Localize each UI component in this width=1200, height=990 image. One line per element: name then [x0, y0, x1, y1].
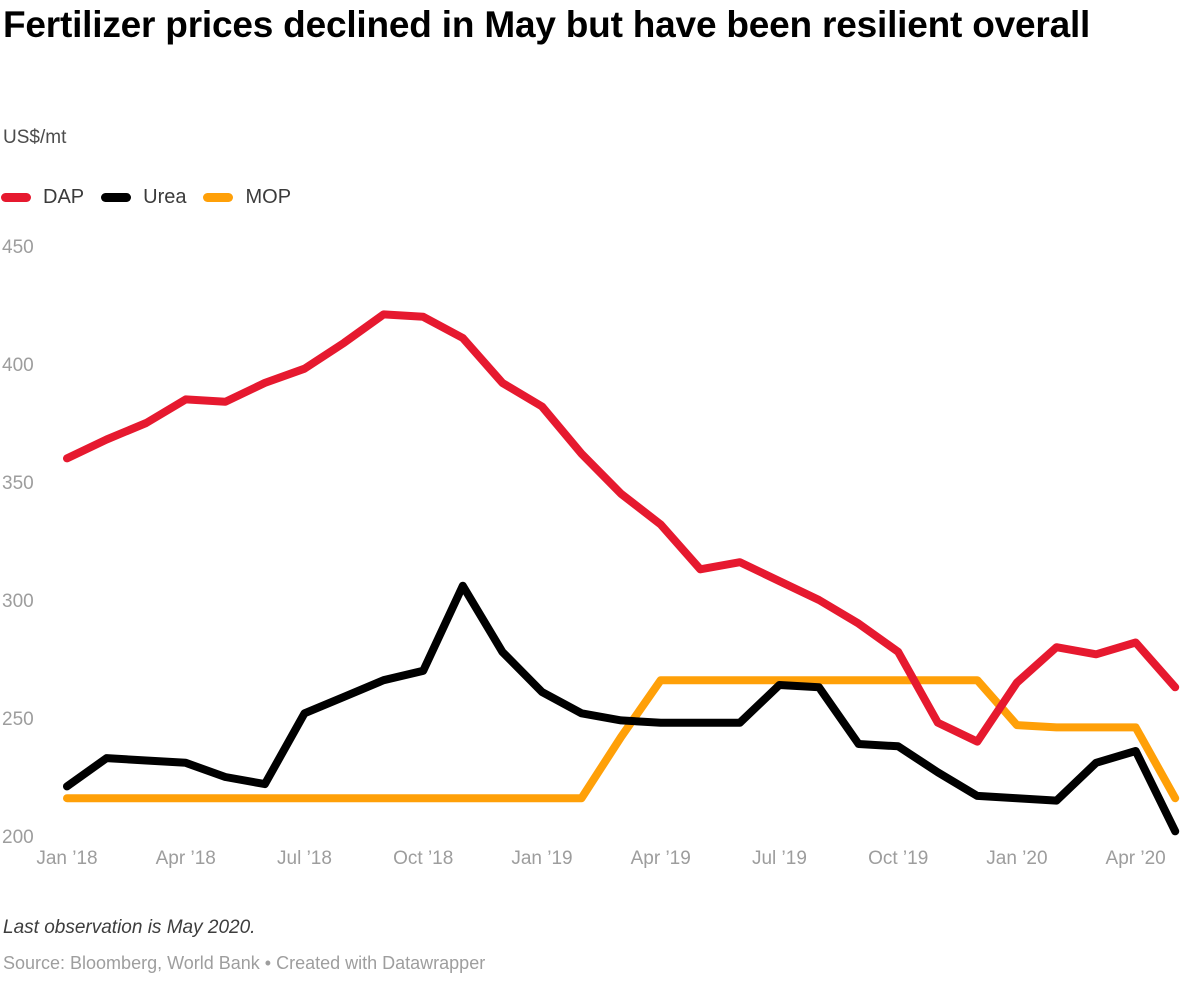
legend-label-dap: DAP	[43, 186, 85, 208]
series-line-dap	[63, 310, 1180, 746]
x-axis-tick-label: Apr ’19	[631, 848, 691, 869]
footnote: Last observation is May 2020.	[3, 917, 256, 938]
legend-label-urea: Urea	[143, 186, 187, 208]
mop-line-swatch	[203, 193, 234, 202]
source-line: Source: Bloomberg, World Bank • Created …	[3, 953, 486, 973]
x-axis-tick-label: Apr ’20	[1106, 848, 1166, 869]
legend-label-mop: MOP	[245, 186, 292, 208]
y-axis-tick-label: 250	[2, 709, 34, 730]
y-axis-tick-label: 350	[2, 473, 34, 494]
legend-item-urea: Urea	[101, 186, 186, 209]
y-axis-tick-label: 200	[2, 827, 34, 848]
dap-line-swatch	[1, 193, 31, 202]
x-axis-tick-label: Jul ’18	[277, 848, 332, 869]
urea-line-swatch	[101, 193, 132, 202]
x-axis-tick-label: Jan ’19	[511, 848, 572, 869]
series-line-urea	[63, 581, 1180, 836]
y-axis-tick-label: 400	[2, 355, 34, 376]
legend-item-mop: MOP	[203, 186, 291, 209]
y-axis-tick-label: 300	[2, 591, 34, 612]
x-axis-tick-label: Oct ’18	[393, 848, 453, 869]
x-axis-tick-label: Oct ’19	[868, 848, 928, 869]
x-axis-tick-label: Jul ’19	[752, 848, 807, 869]
x-axis-tick-label: Jan ’18	[36, 848, 97, 869]
legend: DAP Urea MOP	[1, 186, 308, 209]
x-axis-tick-label: Jan ’20	[986, 848, 1047, 869]
x-axis-tick-label: Apr ’18	[156, 848, 216, 869]
chart-title: Fertilizer prices declined in May but ha…	[3, 4, 1091, 45]
legend-item-dap: DAP	[1, 186, 84, 209]
series-line-mop	[63, 676, 1180, 803]
y-axis-unit-label: US$/mt	[3, 127, 67, 148]
y-axis-tick-label: 450	[2, 237, 34, 258]
